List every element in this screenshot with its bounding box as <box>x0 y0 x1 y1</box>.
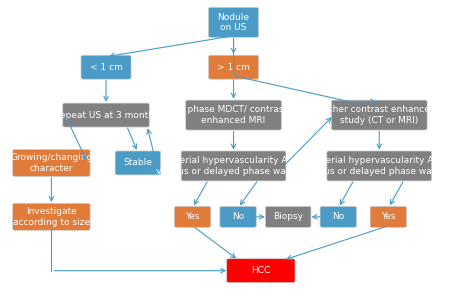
Text: HCC: HCC <box>251 266 271 275</box>
Text: Investigate
according to size: Investigate according to size <box>13 207 90 226</box>
Text: 4 phase MDCT/ contrast
enhanced MRI: 4 phase MDCT/ contrast enhanced MRI <box>180 105 288 125</box>
FancyBboxPatch shape <box>81 55 131 79</box>
Text: Arterial hypervascularity AND
venous or delayed phase washout: Arterial hypervascularity AND venous or … <box>302 156 457 176</box>
FancyBboxPatch shape <box>370 206 407 227</box>
FancyBboxPatch shape <box>331 100 427 130</box>
Text: Yes: Yes <box>381 212 396 221</box>
FancyBboxPatch shape <box>115 151 161 175</box>
FancyBboxPatch shape <box>13 203 90 230</box>
FancyBboxPatch shape <box>220 206 256 227</box>
Text: Nodule
on US: Nodule on US <box>218 13 249 32</box>
FancyBboxPatch shape <box>186 100 282 130</box>
FancyBboxPatch shape <box>320 206 356 227</box>
Text: Biopsy: Biopsy <box>273 212 303 221</box>
Text: Repeat US at 3 months: Repeat US at 3 months <box>54 111 158 120</box>
FancyBboxPatch shape <box>209 55 259 79</box>
Text: < 1 cm: < 1 cm <box>90 63 122 72</box>
Text: Other contrast enhanced
study (CT or MRI): Other contrast enhanced study (CT or MRI… <box>322 105 436 125</box>
Text: Stable: Stable <box>123 159 152 168</box>
FancyBboxPatch shape <box>209 7 259 37</box>
Text: Yes: Yes <box>185 212 200 221</box>
FancyBboxPatch shape <box>63 103 149 127</box>
FancyBboxPatch shape <box>13 149 90 176</box>
Text: No: No <box>332 212 345 221</box>
FancyBboxPatch shape <box>327 151 432 181</box>
FancyBboxPatch shape <box>265 206 311 227</box>
FancyBboxPatch shape <box>181 151 286 181</box>
FancyBboxPatch shape <box>227 259 295 283</box>
Text: Growing/changing
character: Growing/changing character <box>10 153 92 173</box>
Text: Arterial hypervascularity AND
venous or delayed phase washout: Arterial hypervascularity AND venous or … <box>156 156 311 176</box>
Text: > 1 cm: > 1 cm <box>217 63 250 72</box>
FancyBboxPatch shape <box>174 206 211 227</box>
Text: No: No <box>232 212 244 221</box>
